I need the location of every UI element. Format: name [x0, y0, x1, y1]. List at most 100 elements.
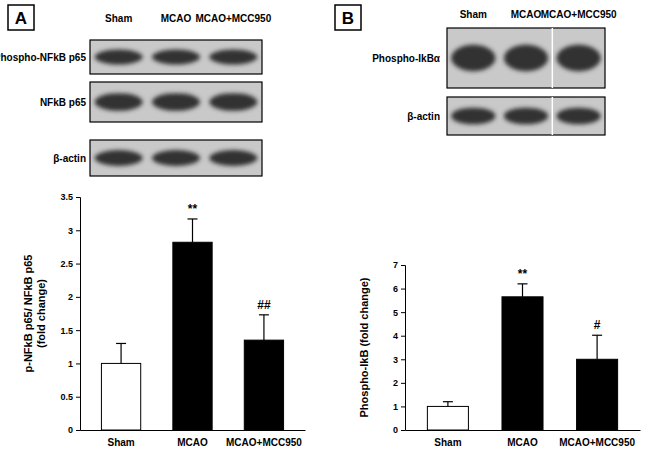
blot-band [95, 50, 143, 65]
y-tick: 1 [393, 402, 405, 412]
y-tick-mark [76, 297, 80, 298]
blot-band [209, 150, 257, 166]
y-tick-label: 7 [393, 260, 398, 270]
y-tick: 2 [68, 292, 80, 302]
x-tick: MCAO [177, 430, 208, 448]
y-tick-mark [401, 289, 405, 290]
y-tick-label: 1.5 [60, 326, 73, 336]
blot-splice [552, 28, 554, 88]
y-tick-mark [76, 430, 80, 431]
y-tick-mark [401, 265, 405, 266]
x-tick-label: MCAO+MCC950 [226, 437, 302, 448]
error-bar-stem [120, 343, 121, 363]
panel: AShamMCAOMCAO+MCC950Phospho-NFkB p65NFkB… [0, 5, 306, 448]
x-tick: Sham [107, 430, 134, 448]
y-tick: 0 [68, 425, 80, 435]
y-tick-label: 4 [393, 331, 398, 341]
blot-background [90, 40, 262, 74]
plot-marks [427, 284, 617, 430]
y-tick-label: 0 [393, 425, 398, 435]
error-bar-stem [447, 402, 448, 407]
y-tick: 3 [393, 355, 405, 365]
blot-band [557, 108, 601, 125]
y-tick: 0 [393, 425, 405, 435]
panel-label-box [335, 5, 361, 30]
blot-band [95, 150, 143, 166]
blot-lane-label: Sham [460, 9, 487, 20]
blot-band [152, 50, 200, 65]
y-tick-mark [401, 430, 405, 431]
bar [502, 297, 543, 430]
y-tick-label: 6 [393, 284, 398, 294]
y-tick-mark [401, 336, 405, 337]
y-axis-title: Phospho-IkB (fold change) [358, 277, 370, 417]
error-bar-cap [116, 343, 126, 344]
significance-marker: # [594, 318, 601, 332]
y-axis-line [401, 266, 406, 431]
y-axis-line [76, 198, 81, 431]
y-tick-mark [401, 383, 405, 384]
y-tick-mark [401, 312, 405, 313]
significance-marker: ## [257, 298, 271, 312]
blot-band [504, 45, 548, 71]
y-tick-mark [401, 359, 405, 360]
x-axis-line [406, 430, 641, 431]
y-tick-label: 2 [68, 292, 73, 302]
y-tick: 0.5 [60, 392, 80, 402]
y-tick-mark [76, 330, 80, 331]
y-tick: 2 [393, 378, 405, 388]
y-tick-mark [76, 363, 80, 364]
blot-lane-label: MCAO+MCC950 [541, 9, 617, 20]
y-tick: 7 [393, 260, 405, 270]
error-bar [518, 284, 528, 297]
blot-row-label: β-actin [53, 153, 86, 164]
bar [244, 340, 283, 430]
error-bar-stem [597, 335, 598, 359]
blot-band [451, 108, 495, 125]
x-tick: MCAO+MCC950 [559, 430, 635, 448]
x-tick: Sham [434, 430, 461, 448]
blot-row-label: NFkB p65 [40, 97, 87, 108]
y-axis-title: (fold change) [35, 279, 47, 348]
y-tick-label: 3.5 [60, 192, 73, 202]
panel: BShamMCAOMCAO+MCC950Phospho-IkBαβ-actin0… [335, 5, 641, 448]
y-tick-mark [76, 197, 80, 198]
y-tick: 5 [393, 308, 405, 318]
error-bar [443, 402, 453, 407]
y-tick-label: 1 [393, 402, 398, 412]
error-bar-cap [518, 283, 528, 284]
blot-band [557, 45, 601, 71]
y-tick-label: 0.5 [60, 392, 73, 402]
x-tick-label: MCAO [177, 437, 208, 448]
y-tick-label: 5 [393, 308, 398, 318]
blot-background [447, 97, 605, 135]
blot-lane-label: Sham [105, 13, 132, 24]
blot-lane-label: MCAO [161, 13, 192, 24]
error-bar [188, 219, 198, 242]
y-axis: 0 1 2 3 4 5 6 7 [393, 260, 406, 435]
x-axis: ShamMCAOMCAO+MCC950 [406, 430, 641, 448]
blot-band [451, 45, 495, 71]
blot-row-label: Phospho-IkBα [372, 53, 441, 64]
error-bar-cap [188, 218, 198, 219]
blot-splice [552, 97, 554, 135]
figure: AShamMCAOMCAO+MCC950Phospho-NFkB p65NFkB… [0, 0, 660, 452]
blot-band [152, 150, 200, 166]
bar [427, 406, 468, 430]
x-tick-label: Sham [107, 437, 134, 448]
blot-band [95, 93, 143, 111]
error-bar-cap [443, 401, 453, 402]
x-axis: Sham MCAO MCAO+MCC950 [81, 430, 306, 448]
bar [173, 242, 212, 430]
blot-lane-label: MCAO+MCC950 [195, 13, 271, 24]
blot-row-label: Phospho-NFkB p65 [0, 52, 86, 63]
error-bar-stem [263, 315, 264, 340]
y-tick-mark [76, 230, 80, 231]
blot-band [152, 93, 200, 111]
blot-background [90, 82, 262, 122]
plot-marks [101, 219, 283, 430]
x-tick: MCAO+MCC950 [226, 430, 302, 448]
y-tick-label: 1 [68, 359, 73, 369]
blot-row-label: β-actin [407, 111, 440, 122]
y-tick-label: 3 [393, 355, 398, 365]
